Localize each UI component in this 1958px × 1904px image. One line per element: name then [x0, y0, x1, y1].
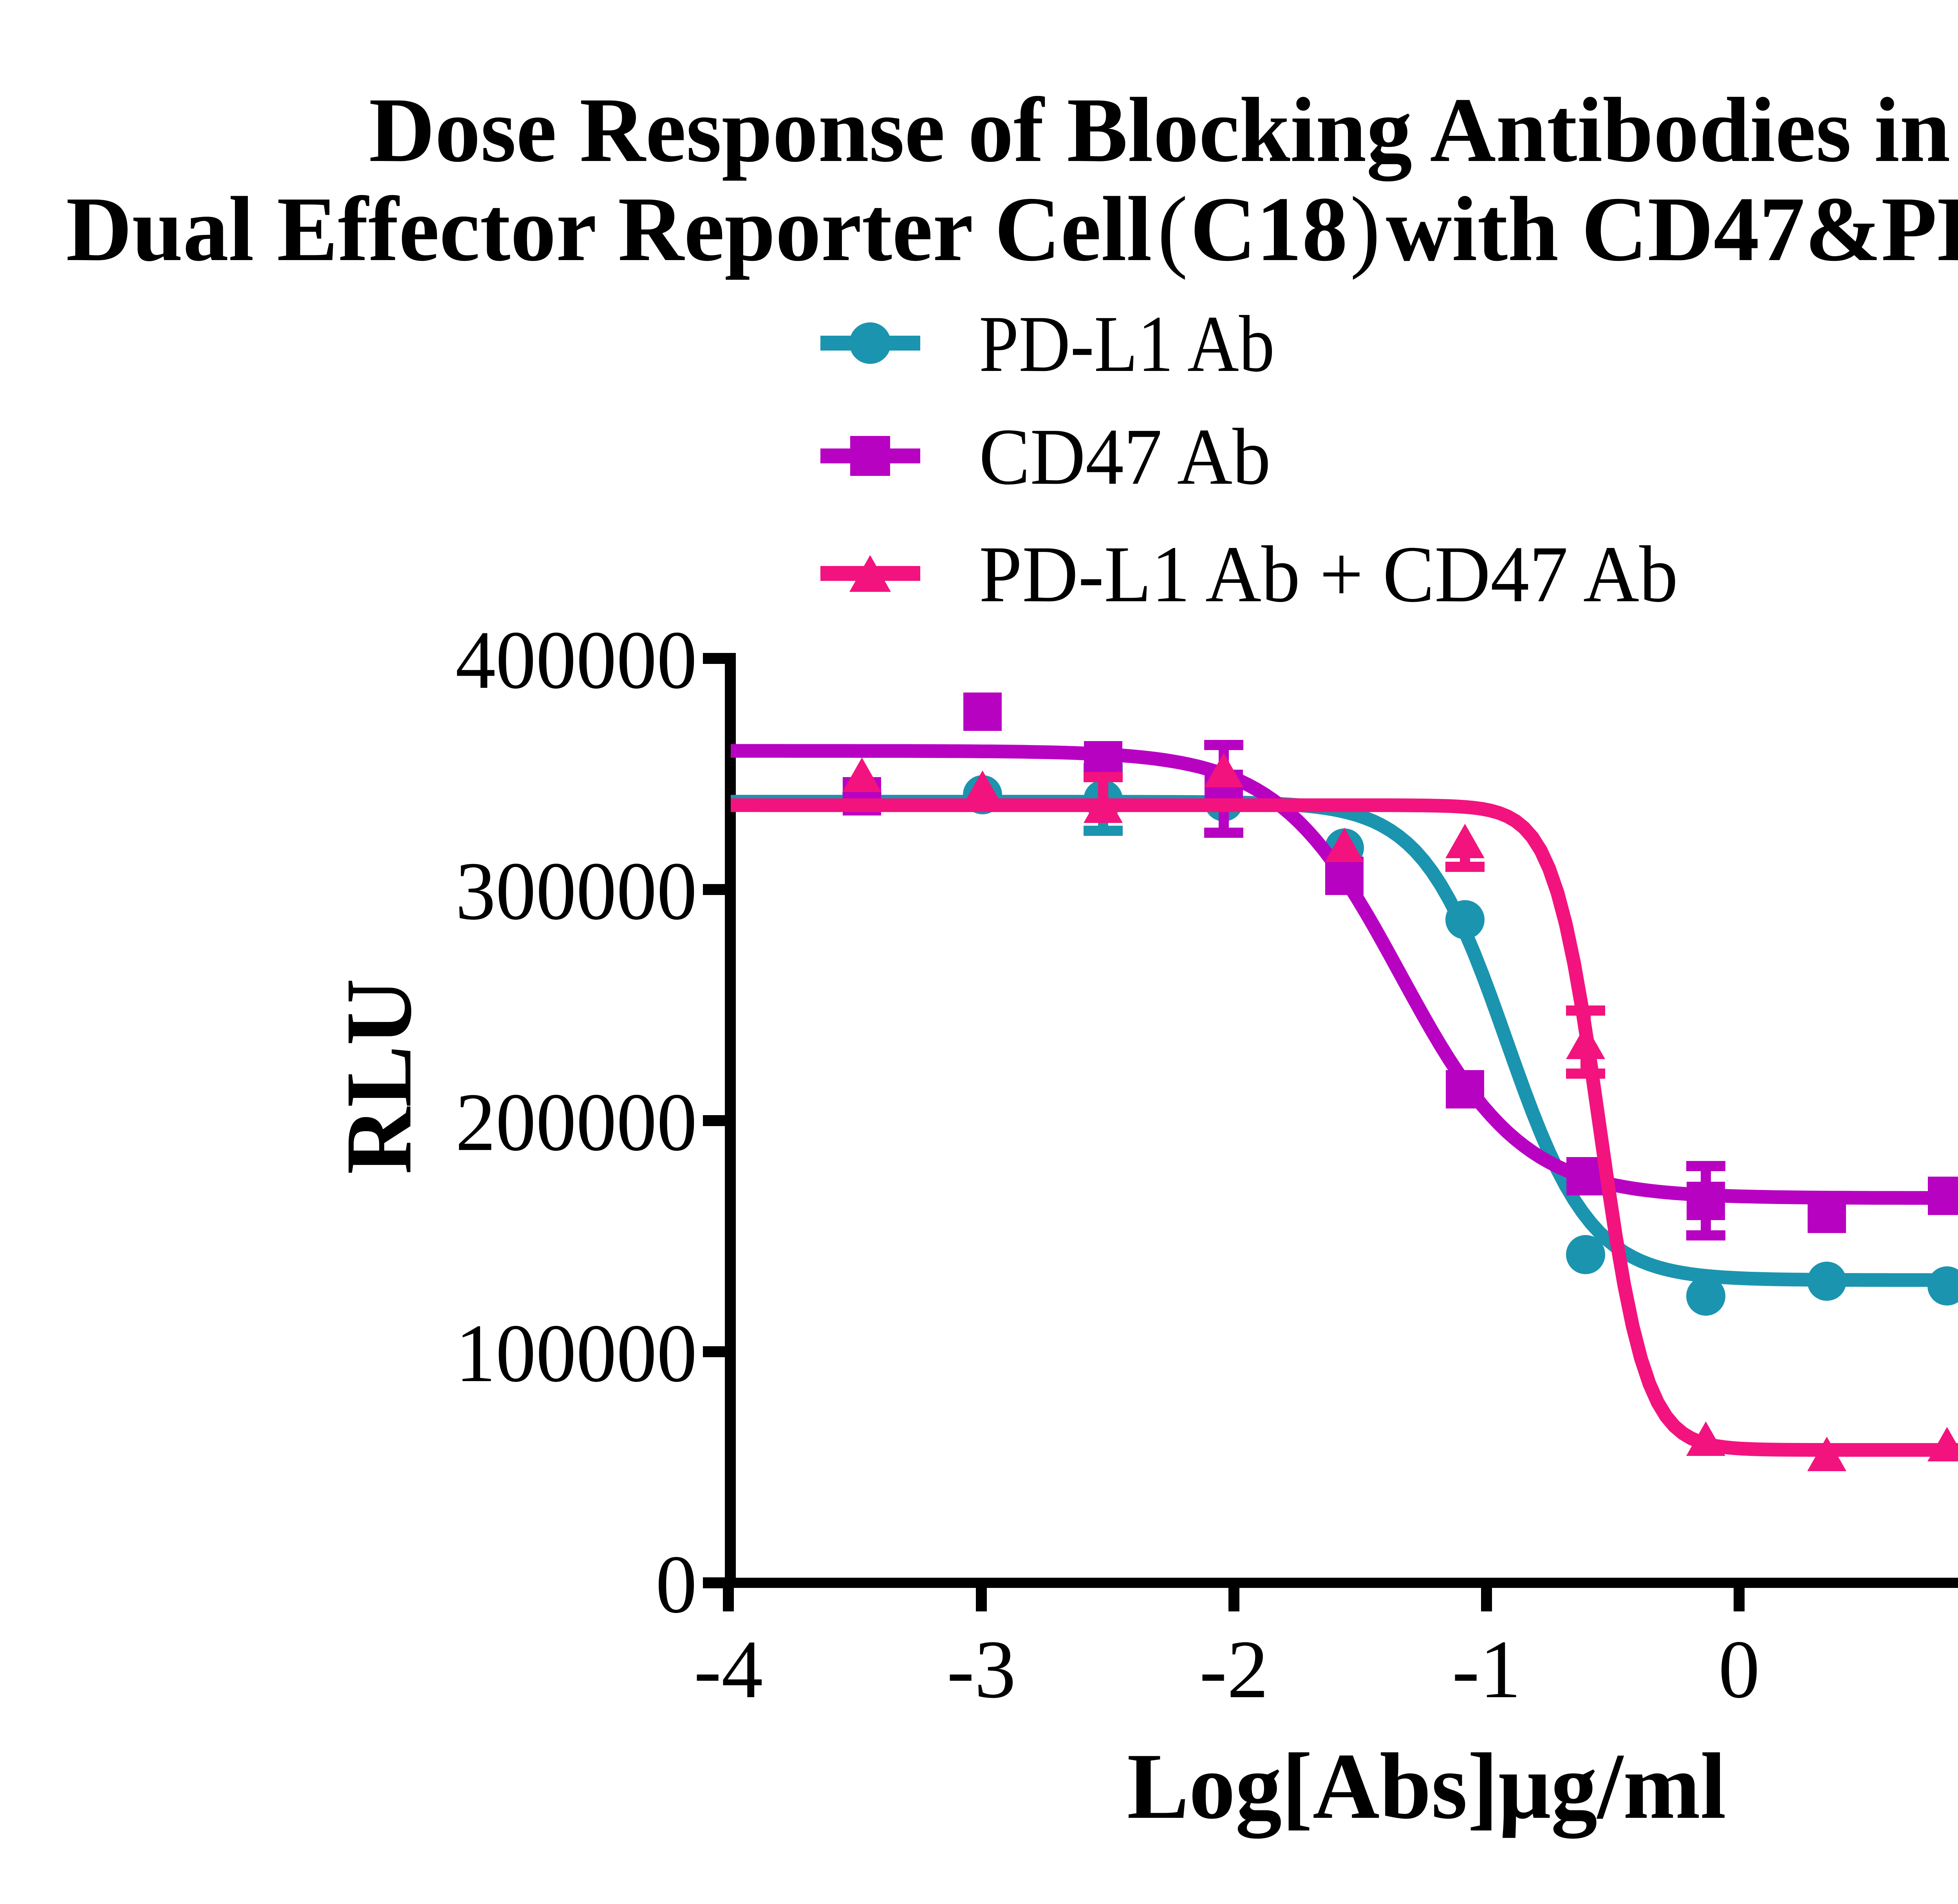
svg-text:-3: -3 [947, 1623, 1016, 1715]
svg-text:100000: 100000 [455, 1307, 697, 1399]
svg-text:Dual Effector Reporter Cell(C1: Dual Effector Reporter Cell(C18)with CD4… [66, 178, 1958, 280]
svg-text:0: 0 [1718, 1623, 1760, 1715]
svg-text:200000: 200000 [455, 1076, 697, 1168]
svg-text:400000: 400000 [455, 614, 697, 706]
svg-text:0: 0 [656, 1538, 697, 1630]
svg-text:CD47 Ab: CD47 Ab [979, 412, 1271, 501]
svg-text:PD-L1 Ab: PD-L1 Ab [979, 299, 1275, 389]
svg-text:300000: 300000 [455, 845, 697, 937]
svg-text:Dose Response of Blocking Anti: Dose Response of Blocking Antibodies in … [369, 79, 1958, 181]
svg-text:-4: -4 [694, 1623, 763, 1715]
svg-text:PD-L1 Ab + CD47 Ab: PD-L1 Ab + CD47 Ab [979, 529, 1678, 619]
svg-text:-1: -1 [1452, 1623, 1521, 1715]
svg-text:-2: -2 [1199, 1623, 1269, 1715]
svg-text:RLU: RLU [327, 978, 431, 1174]
svg-text:Log[Abs]μg/ml: Log[Abs]μg/ml [1127, 1734, 1726, 1839]
